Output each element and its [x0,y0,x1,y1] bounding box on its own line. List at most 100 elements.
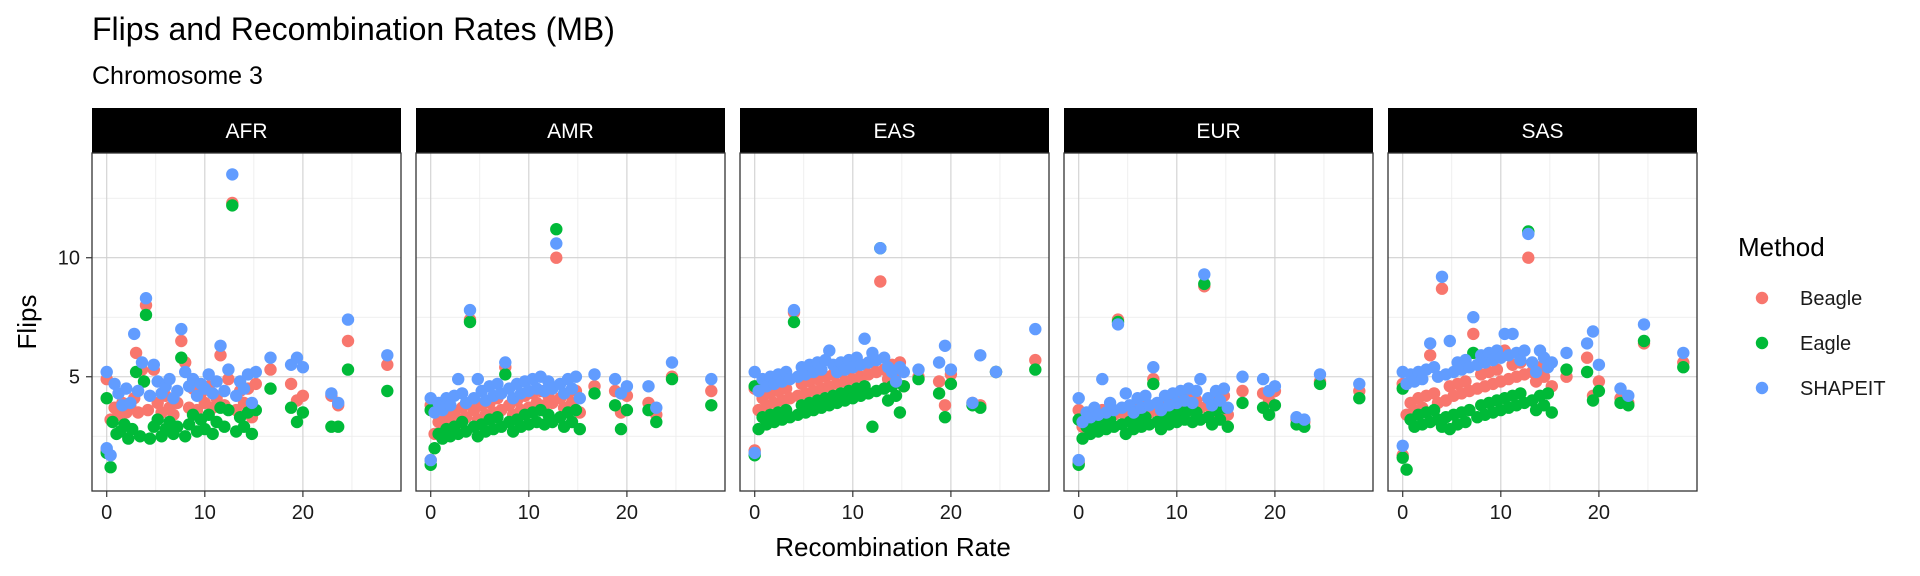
data-point [133,430,147,443]
data-point [206,387,219,400]
data-point [341,363,355,376]
data-point [237,382,251,395]
data-point [100,392,113,405]
data-point [214,349,227,362]
data-point [1221,401,1235,414]
panel-border [415,152,726,492]
data-point [550,237,563,250]
data-point [135,356,149,369]
legend-key-eagle [1755,336,1769,350]
data-point [787,303,801,317]
data-point [175,322,188,336]
data-point [1198,268,1211,281]
data-point [1580,365,1594,379]
data-point [1427,361,1441,374]
facet-strip-label: AMR [547,120,594,143]
data-point [938,399,952,412]
data-point [1522,227,1535,241]
data-point [226,199,239,212]
data-point [1313,368,1327,381]
data-point [341,313,355,326]
data-point [284,377,298,391]
data-point [569,370,583,383]
panel-border [91,152,402,492]
data-point [874,242,887,255]
data-point [1400,463,1413,476]
data-point [108,377,121,391]
series-eagle [100,199,394,474]
y-axis-title: Flips [12,295,42,350]
data-point [151,413,164,426]
data-point [141,403,155,417]
data-point [932,387,946,400]
data-point [222,363,235,376]
data-point [175,334,188,348]
data-point [444,399,457,412]
x-tick-label: 10 [194,502,216,524]
data-point [284,401,298,414]
data-point [1198,277,1211,291]
data-point [171,384,184,398]
data-point [296,361,310,374]
data-point [1221,420,1235,433]
data-point [1463,403,1476,417]
data-point [989,365,1003,379]
data-point [1072,453,1085,467]
data-point [1586,325,1600,338]
data-point [944,363,958,376]
data-point [296,406,310,419]
data-point [143,432,157,445]
data-point [1190,384,1203,398]
data-point [650,415,663,429]
data-point [104,449,117,462]
data-point [1268,399,1282,412]
data-point [124,396,137,410]
data-point [264,363,277,376]
data-point [1592,375,1606,388]
facet-strip-label: EAS [873,120,915,143]
data-point [573,392,586,405]
data-point [1560,363,1573,376]
data-point [608,399,622,412]
data-point [126,422,139,436]
data-point [1490,363,1504,376]
data-point [889,375,903,388]
data-point [1236,370,1249,383]
data-point [1526,356,1539,369]
data-point [171,420,184,433]
data-point [182,418,196,431]
data-point [163,372,176,386]
data-point [202,368,215,381]
data-point [944,377,958,391]
data-point [179,430,192,443]
data-point [665,356,679,369]
data-point [222,403,235,417]
data-point [210,375,223,388]
facet-strip-label: AFR [226,120,268,143]
data-point [381,349,394,362]
data-point [1256,372,1270,386]
data-point [823,344,836,357]
data-point [787,315,801,329]
x-tick-label: 10 [1166,502,1188,524]
data-point [218,420,231,433]
data-point [131,406,145,419]
facet-strip [740,108,1049,153]
data-point [1298,413,1311,426]
data-point [897,365,910,379]
series-eagle [748,242,1042,462]
data-point [748,446,761,460]
data-point [381,384,394,398]
panel-border [1387,152,1698,492]
data-point [1186,396,1199,410]
data-point [491,411,504,424]
data-point [137,375,151,388]
data-point [106,415,119,429]
data-point [147,358,160,371]
data-point [1424,337,1437,350]
data-point [912,372,925,386]
data-point [129,365,143,379]
data-point [1396,439,1409,452]
data-point [938,411,952,424]
data-point [1677,346,1690,360]
